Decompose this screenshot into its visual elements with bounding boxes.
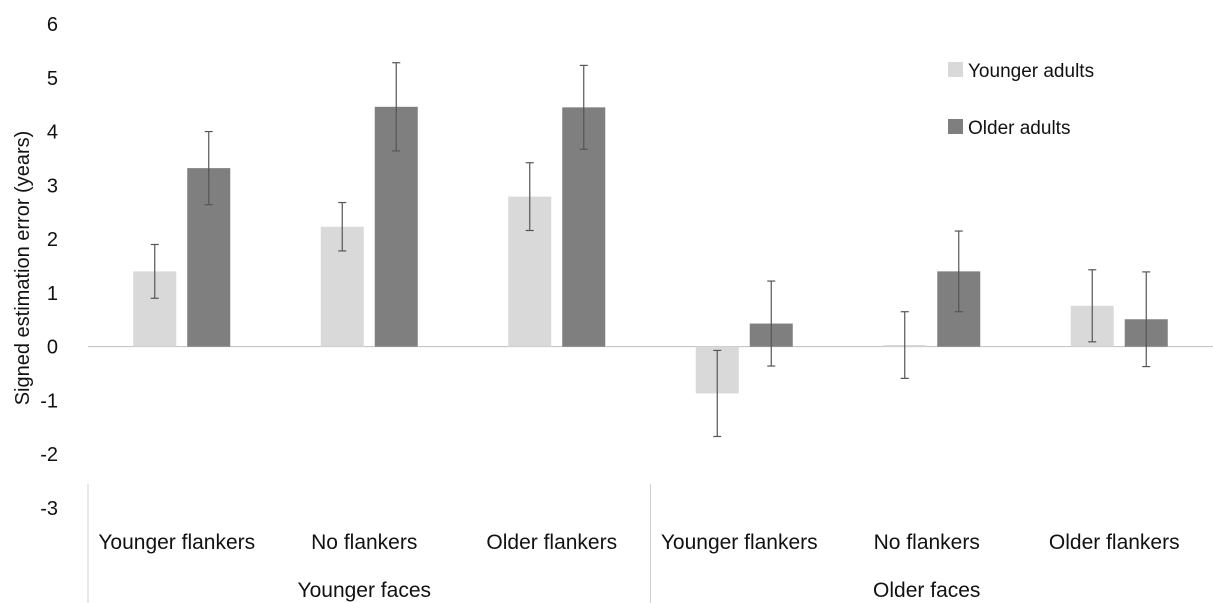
category-label: Older flankers <box>486 531 617 554</box>
error-bar-older-adults-1 <box>392 62 401 152</box>
y-tick-label: -3 <box>40 498 58 520</box>
y-tick-label: 0 <box>47 337 58 359</box>
y-tick-label: 6 <box>47 14 58 36</box>
legend-label-younger-adults: Younger adults <box>968 61 1094 82</box>
y-tick-label: 5 <box>47 68 58 90</box>
legend-swatch-older-adults <box>948 119 963 134</box>
error-bar-older-adults-3 <box>767 280 776 367</box>
error-bar-older-adults-2 <box>579 64 588 150</box>
axis-layer <box>87 346 1213 603</box>
category-label: Younger flankers <box>98 531 255 554</box>
group-label: Older faces <box>873 579 980 602</box>
legend: Younger adults Older adults <box>948 61 1094 139</box>
error-bars-layer <box>150 62 1151 438</box>
y-axis-label: Signed estimation error (years) <box>12 131 34 406</box>
category-label: No flankers <box>311 531 417 554</box>
y-tick-labels: 6 5 4 3 2 1 0 -1 -2 -3 <box>40 14 58 520</box>
group-label: Younger faces <box>298 579 432 602</box>
y-tick-label: -2 <box>40 444 58 466</box>
category-label: Younger flankers <box>661 531 818 554</box>
y-tick-label: -1 <box>40 390 58 412</box>
error-bar-older-adults-0 <box>204 130 213 206</box>
legend-swatch-younger-adults <box>948 62 963 77</box>
error-bar-younger-adults-5 <box>1088 269 1097 343</box>
error-bar-younger-adults-3 <box>713 349 722 438</box>
error-bar-younger-adults-1 <box>338 201 347 252</box>
category-label: Older flankers <box>1049 531 1180 554</box>
category-labels: Younger flankers No flankers Older flanker… <box>98 531 1179 602</box>
y-tick-label: 2 <box>47 229 58 251</box>
error-bar-younger-adults-0 <box>150 243 159 299</box>
error-bar-younger-adults-2 <box>525 162 534 232</box>
error-bar-older-adults-4 <box>954 230 963 313</box>
bars-layer <box>133 106 1168 394</box>
y-tick-label: 3 <box>47 175 58 197</box>
error-bar-older-adults-5 <box>1142 271 1151 368</box>
y-tick-label: 1 <box>47 283 58 305</box>
y-tick-label: 4 <box>47 122 58 144</box>
error-bar-younger-adults-4 <box>900 311 909 379</box>
category-label: No flankers <box>874 531 980 554</box>
legend-label-older-adults: Older adults <box>968 118 1070 139</box>
